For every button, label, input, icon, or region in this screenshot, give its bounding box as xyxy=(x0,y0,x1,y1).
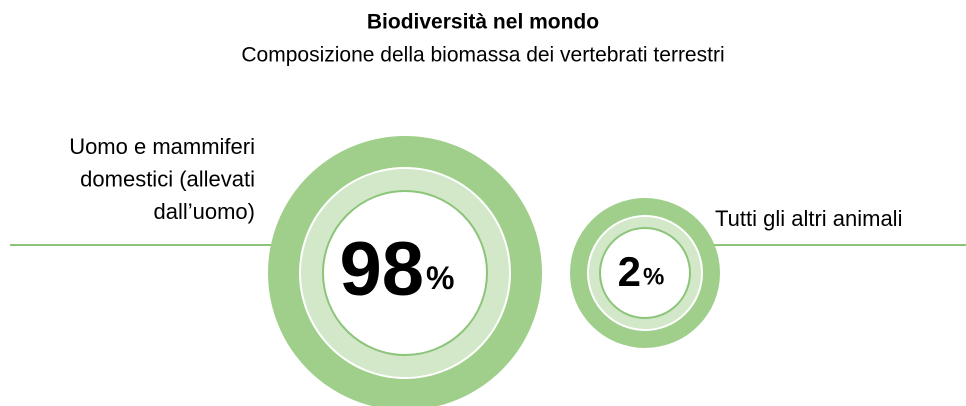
inner-circle xyxy=(322,190,488,356)
value: 2 xyxy=(618,248,641,295)
unit: % xyxy=(643,264,664,291)
unit: % xyxy=(426,261,454,297)
label: domestici (allevati xyxy=(80,166,255,191)
label: Tutti gli altri animali xyxy=(715,206,902,231)
value-label: 98% xyxy=(340,227,455,312)
value-label: 2% xyxy=(618,248,665,295)
subtitle: Composizione della biomassa dei vertebra… xyxy=(241,44,724,67)
value: 98 xyxy=(340,227,425,312)
label: Uomo e mammiferi xyxy=(69,134,255,159)
inner-circle xyxy=(599,227,691,319)
title: Biodiversità nel mondo xyxy=(367,11,599,34)
label: dall’uomo) xyxy=(154,199,256,224)
